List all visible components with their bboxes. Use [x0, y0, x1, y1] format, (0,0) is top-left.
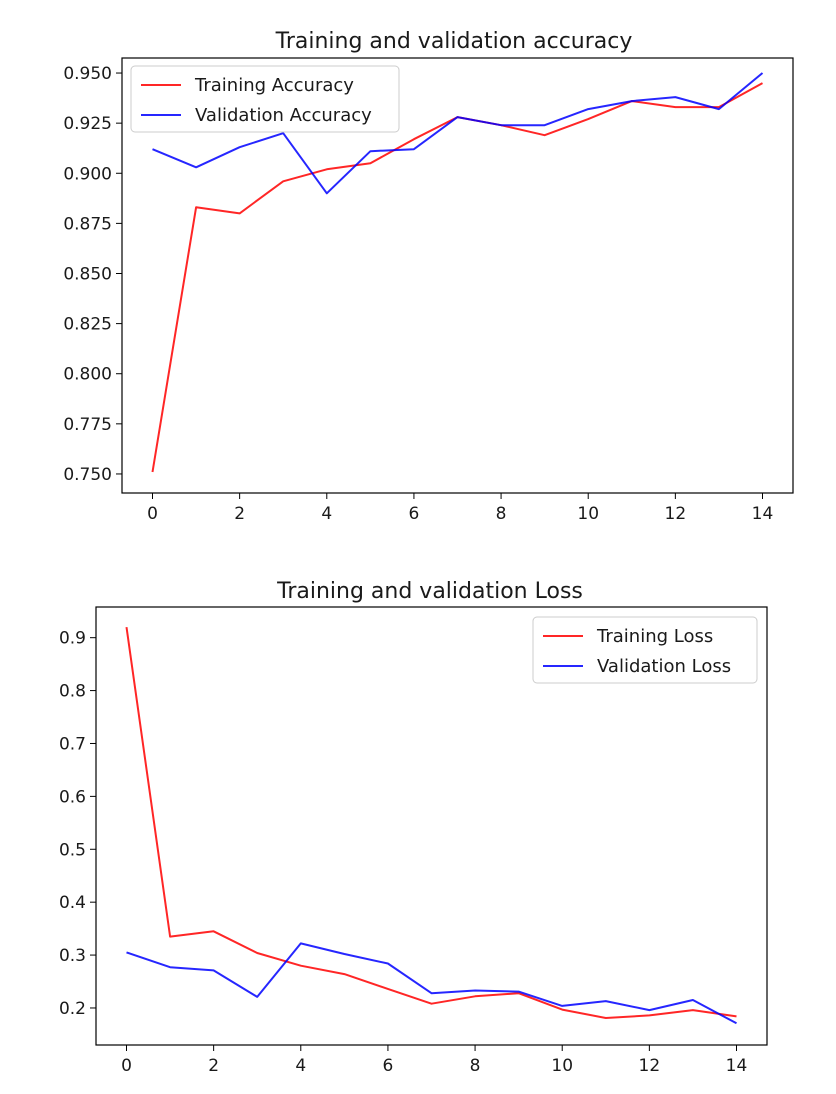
x-tick-label: 0 [147, 504, 158, 524]
x-tick-label: 4 [321, 504, 332, 524]
axis-ticks: 0 2 4 6 8 10 12 14 0.750 0.775 0.800 0.825 0.850 0.87… [63, 64, 773, 524]
y-tick-label: 0.775 [63, 415, 112, 435]
legend-label: Training Accuracy [194, 75, 354, 96]
series-line-training [125, 626, 737, 1019]
x-tick-label: 2 [234, 504, 245, 524]
y-tick-label: 0.5 [59, 840, 86, 860]
series-line-validation [126, 942, 737, 1025]
plot-frame [95, 606, 768, 1046]
y-tick-label: 0.850 [63, 264, 112, 284]
x-tick-label: 0 [121, 1056, 132, 1076]
plot-area [151, 72, 764, 473]
series-line-training [151, 82, 763, 473]
legend: Training Accuracy Validation Accuracy [130, 65, 400, 133]
y-tick-label: 0.925 [63, 114, 112, 134]
legend: Training Loss Validation Loss [532, 616, 758, 684]
legend-box [532, 616, 758, 684]
x-tick-label: 12 [665, 504, 687, 524]
x-tick-label: 4 [295, 1056, 306, 1076]
x-tick-label: 14 [726, 1056, 748, 1076]
plot-area [125, 626, 737, 1025]
axis-ticks: 0 2 4 6 8 10 12 14 0.2 0.3 0.4 0.5 0.6 0.7 0.8 0.9 [59, 629, 747, 1076]
x-tick-label: 6 [383, 1056, 394, 1076]
y-tick-label: 0.8 [59, 682, 86, 702]
legend-label: Validation Accuracy [195, 105, 372, 126]
y-tick-label: 0.750 [63, 465, 112, 485]
y-tick-label: 0.9 [59, 629, 86, 649]
x-tick-label: 6 [409, 504, 420, 524]
y-tick-label: 0.3 [59, 946, 86, 966]
chart-title: Training and validation Loss [276, 579, 583, 604]
y-tick-label: 0.875 [63, 214, 112, 234]
y-tick-label: 0.6 [59, 787, 86, 807]
x-tick-label: 14 [752, 504, 774, 524]
y-tick-label: 0.7 [59, 734, 86, 754]
y-tick-label: 0.950 [63, 64, 112, 84]
series-line-validation [152, 72, 764, 195]
y-tick-label: 0.2 [59, 999, 86, 1019]
legend-box [130, 65, 400, 133]
legend-label: Validation Loss [597, 656, 731, 677]
y-tick-label: 0.800 [63, 365, 112, 385]
x-tick-label: 8 [470, 1056, 481, 1076]
x-tick-label: 2 [208, 1056, 219, 1076]
y-tick-label: 0.825 [63, 315, 112, 335]
x-tick-label: 12 [639, 1056, 661, 1076]
plot-frame [121, 57, 794, 494]
loss-chart: Training and validation Loss 0 2 4 6 8 10 12 14… [59, 579, 768, 1076]
accuracy-chart: Training and validation accuracy 0 2 4 6 8 10… [63, 29, 794, 524]
y-tick-label: 0.4 [59, 893, 86, 913]
legend-label: Training Loss [596, 626, 713, 647]
x-tick-label: 8 [496, 504, 507, 524]
y-tick-label: 0.900 [63, 164, 112, 184]
x-tick-label: 10 [577, 504, 599, 524]
chart-title: Training and validation accuracy [275, 29, 633, 54]
x-tick-label: 10 [551, 1056, 573, 1076]
